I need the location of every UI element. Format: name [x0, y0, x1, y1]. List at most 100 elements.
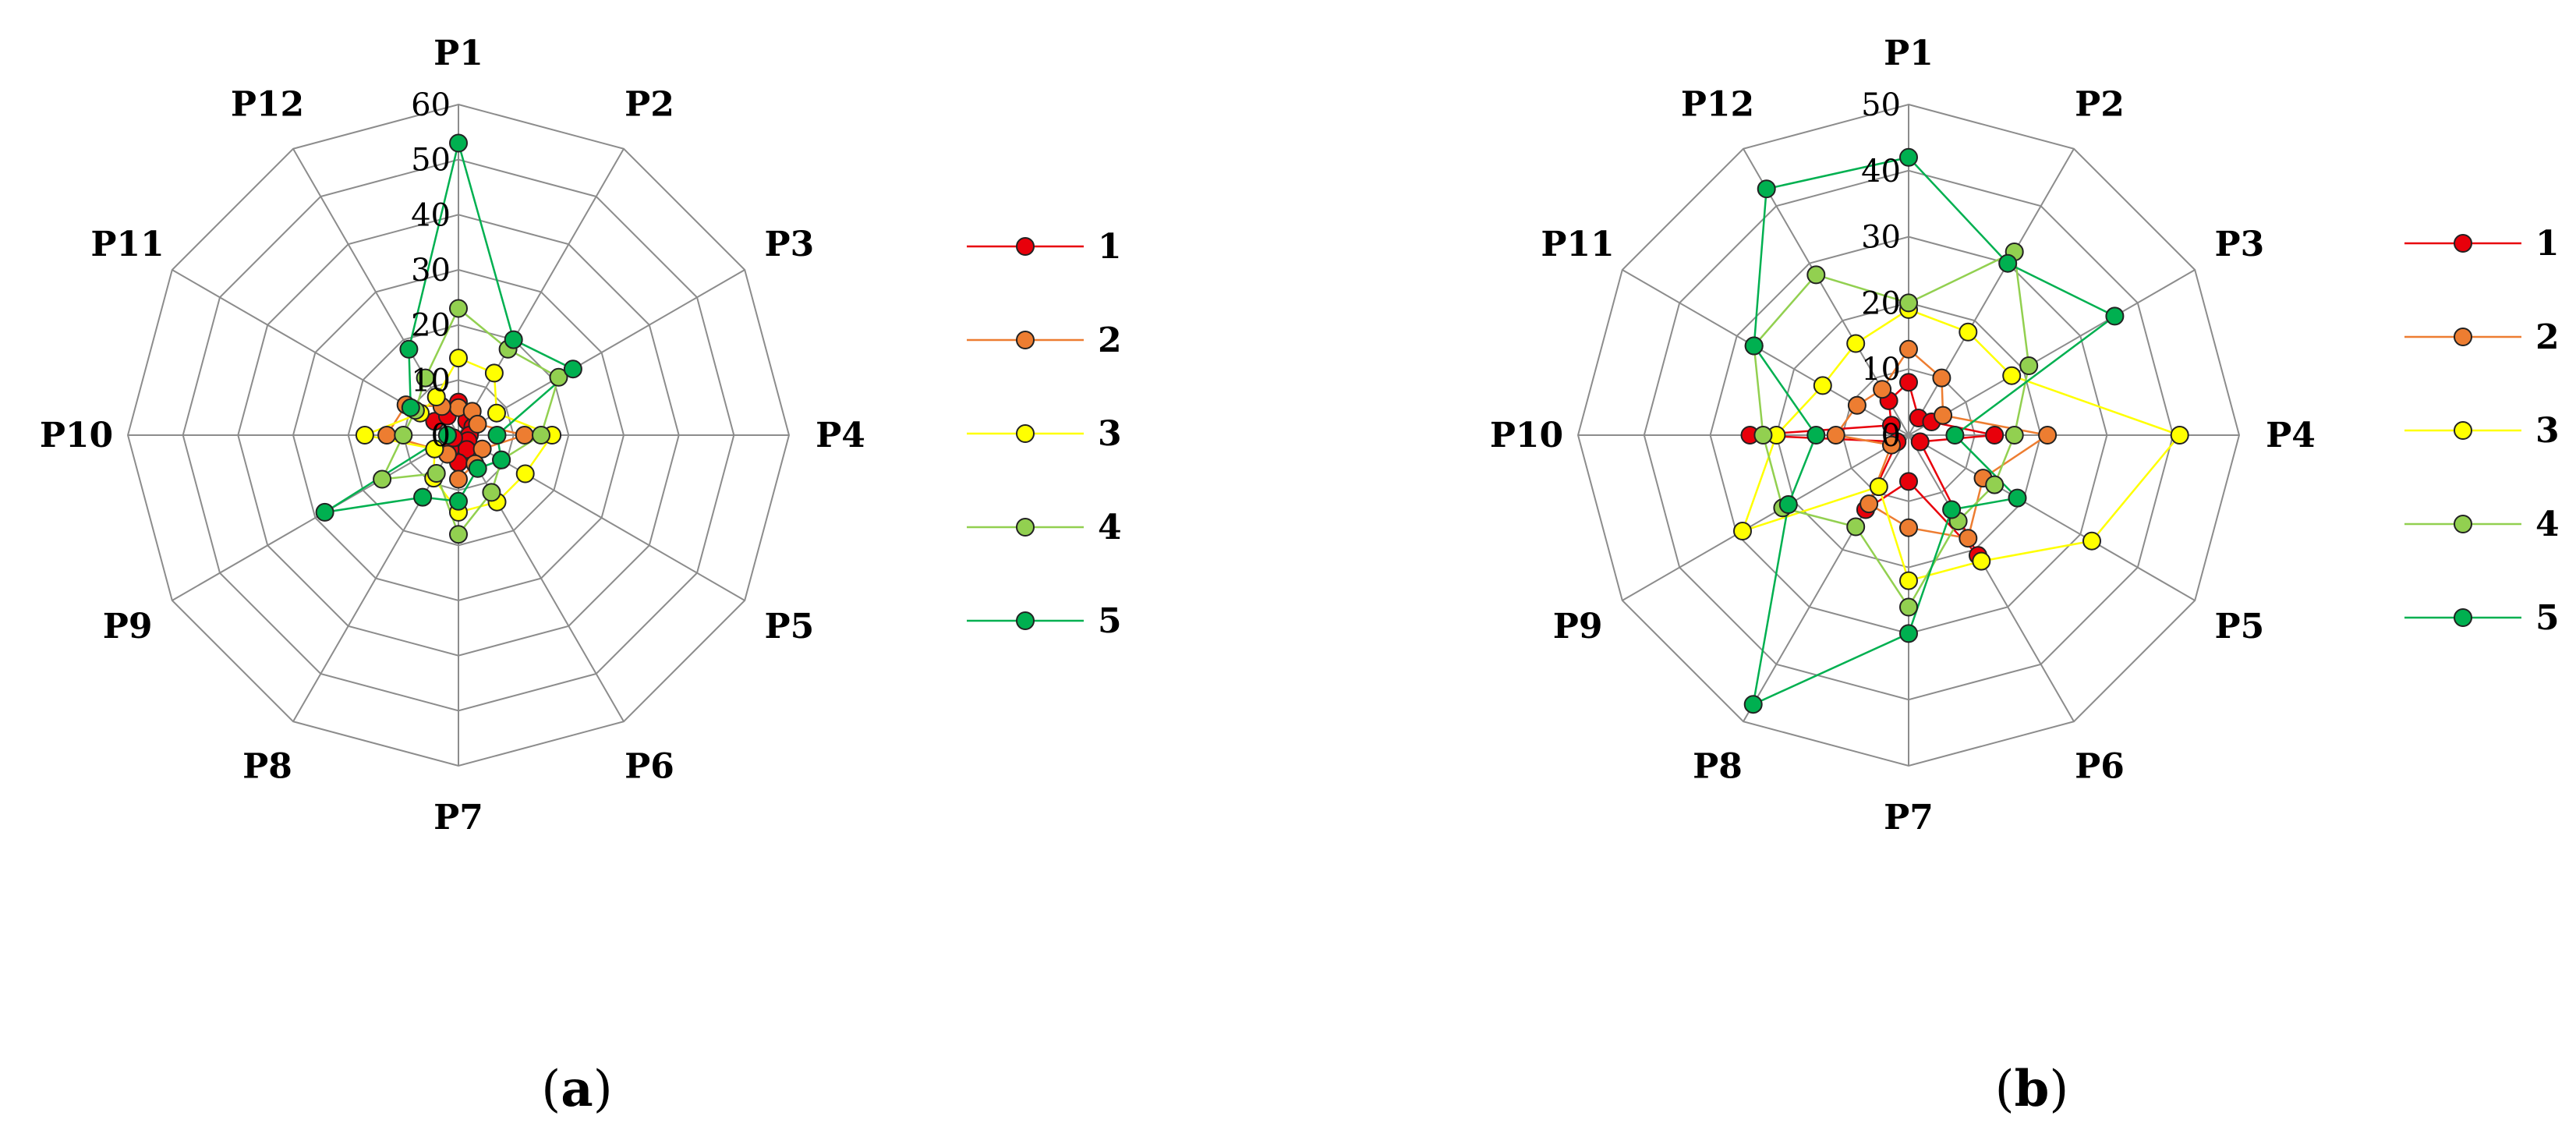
series-3-point-p10 — [355, 426, 374, 445]
series-5-point-p6 — [468, 459, 487, 478]
series-2-point-p3 — [468, 414, 487, 434]
series-5-point-p6 — [1942, 500, 1962, 519]
series-3-point-p9 — [1733, 522, 1752, 540]
tick-label: 50 — [411, 143, 451, 179]
series-5-point-p5 — [492, 450, 511, 469]
legend-marker-2 — [2454, 328, 2472, 346]
series-4-point-p7 — [449, 525, 468, 544]
series-5-point-p8 — [1743, 695, 1763, 714]
series-2-point-p1 — [1899, 339, 1918, 359]
tick-label: 60 — [411, 87, 451, 123]
legend-label-3: 3 — [2535, 411, 2560, 451]
series-4-point-p10 — [394, 426, 413, 445]
axis-label-p12: P12 — [1681, 85, 1754, 125]
axis-label-p7: P7 — [433, 798, 483, 838]
series-4-point-p1 — [1899, 293, 1918, 313]
series-5-point-p3 — [2105, 306, 2125, 326]
tick-label: 10 — [1861, 352, 1901, 388]
panel-label-close: ) — [2049, 1061, 2068, 1118]
series-2-point-p12 — [1873, 380, 1892, 399]
series-4-point-p7 — [1899, 597, 1918, 617]
series-4-point-p3 — [2019, 356, 2039, 375]
series-1-point-p1 — [1899, 373, 1918, 392]
axis-label-p2: P2 — [625, 85, 674, 125]
series-1-point-p7 — [1899, 472, 1918, 491]
panel-b-label: (b) — [1995, 1060, 2069, 1118]
legend-label-1: 1 — [2535, 224, 2560, 264]
axis-label-p6: P6 — [625, 746, 674, 786]
series-5-point-p12 — [1757, 179, 1776, 199]
series-3-point-p11 — [1813, 376, 1832, 395]
grid-spoke — [1908, 269, 2196, 436]
tick-label: 20 — [411, 308, 451, 344]
tick-label: 50 — [1861, 87, 1901, 123]
series-4-point-p6 — [482, 483, 501, 502]
axis-label-p11: P11 — [1541, 225, 1614, 264]
axis-label-p3: P3 — [2215, 225, 2265, 264]
grid-spoke — [1908, 434, 2075, 722]
series-2-point-p7 — [1899, 518, 1918, 537]
series-2-point-p11 — [1847, 395, 1867, 415]
legend-marker-4 — [2454, 515, 2472, 533]
series-3-point-p8 — [1869, 477, 1888, 497]
panel-label-letter: a — [561, 1060, 593, 1118]
series-4-point-p5 — [1985, 475, 2005, 494]
series-5-point-p10 — [1806, 426, 1826, 445]
series-4-point-p4 — [532, 426, 550, 445]
series-1-point-p11 — [1882, 416, 1901, 435]
series-5-point-p7 — [449, 491, 468, 511]
legend-label-4: 4 — [1098, 508, 1122, 547]
panel-label-close: ) — [593, 1061, 613, 1118]
tick-label: 20 — [1861, 285, 1901, 321]
axis-label-p1: P1 — [433, 34, 483, 73]
series-2-point-p5 — [472, 439, 492, 459]
axis-label-p7: P7 — [1884, 798, 1934, 838]
series-2-point-p10 — [1826, 426, 1845, 445]
panel-label-open: ( — [1995, 1061, 2015, 1118]
tick-label: 0 — [1881, 418, 1901, 454]
series-1-point-p5 — [1910, 432, 1930, 452]
series-3-point-p6 — [1972, 551, 1991, 571]
series-4-point-p9 — [373, 469, 392, 489]
axis-label-p3: P3 — [765, 225, 815, 264]
grid-spoke — [172, 434, 459, 601]
series-3-point-p12 — [1846, 334, 1866, 353]
grid-spoke — [1743, 434, 1909, 722]
legend-label-3: 3 — [1098, 414, 1122, 454]
legend-marker-3 — [2454, 421, 2472, 440]
series-2-point-p4 — [515, 426, 534, 445]
axis-label-p10: P10 — [1490, 416, 1563, 455]
series-5-point-p8 — [413, 487, 433, 507]
radar-panel-a: P1 P2 P3 P4 P5 P6 P7 P8 P9 P10 P11 P12 0 10 20 30 40 50 60… — [40, 34, 1122, 838]
series-3-point-p3 — [2002, 366, 2022, 385]
series-5-point-p9 — [315, 502, 334, 522]
legend-label-2: 2 — [2535, 317, 2560, 357]
series-2-point-p3 — [1934, 406, 1953, 425]
axis-label-p5: P5 — [765, 607, 815, 646]
series-4-point-p8 — [1846, 517, 1866, 537]
legend-marker-5 — [1016, 611, 1035, 630]
grid-spoke — [292, 148, 459, 436]
axis-label-p4: P4 — [2266, 416, 2316, 455]
series-5-point-p12 — [399, 339, 419, 359]
panel-label-letter: b — [2015, 1060, 2050, 1118]
series-2-point-p4 — [2038, 426, 2058, 445]
legend-label-4: 4 — [2535, 505, 2560, 544]
series-5-point-p10 — [437, 426, 457, 445]
axis-label-p10: P10 — [40, 416, 113, 455]
series-3-point-p2 — [484, 363, 504, 383]
panel-label-open: ( — [541, 1061, 561, 1118]
series-3-point-p2 — [1959, 322, 1978, 342]
axis-label-p4: P4 — [816, 416, 865, 455]
series-5-point-p4 — [1945, 426, 1965, 445]
grid-spoke — [458, 269, 745, 436]
series-4-point-p12 — [1806, 265, 1826, 285]
series-3-point-p12 — [426, 388, 446, 406]
legend-marker-3 — [1016, 424, 1035, 443]
series-4-point-p3 — [549, 367, 568, 387]
axis-label-p12: P12 — [231, 85, 304, 125]
series-5-point-p11 — [1744, 336, 1764, 356]
series-5-point-p5 — [2008, 488, 2027, 508]
axis-label-p11: P11 — [90, 225, 164, 264]
series-3-point-p7 — [1899, 571, 1918, 590]
